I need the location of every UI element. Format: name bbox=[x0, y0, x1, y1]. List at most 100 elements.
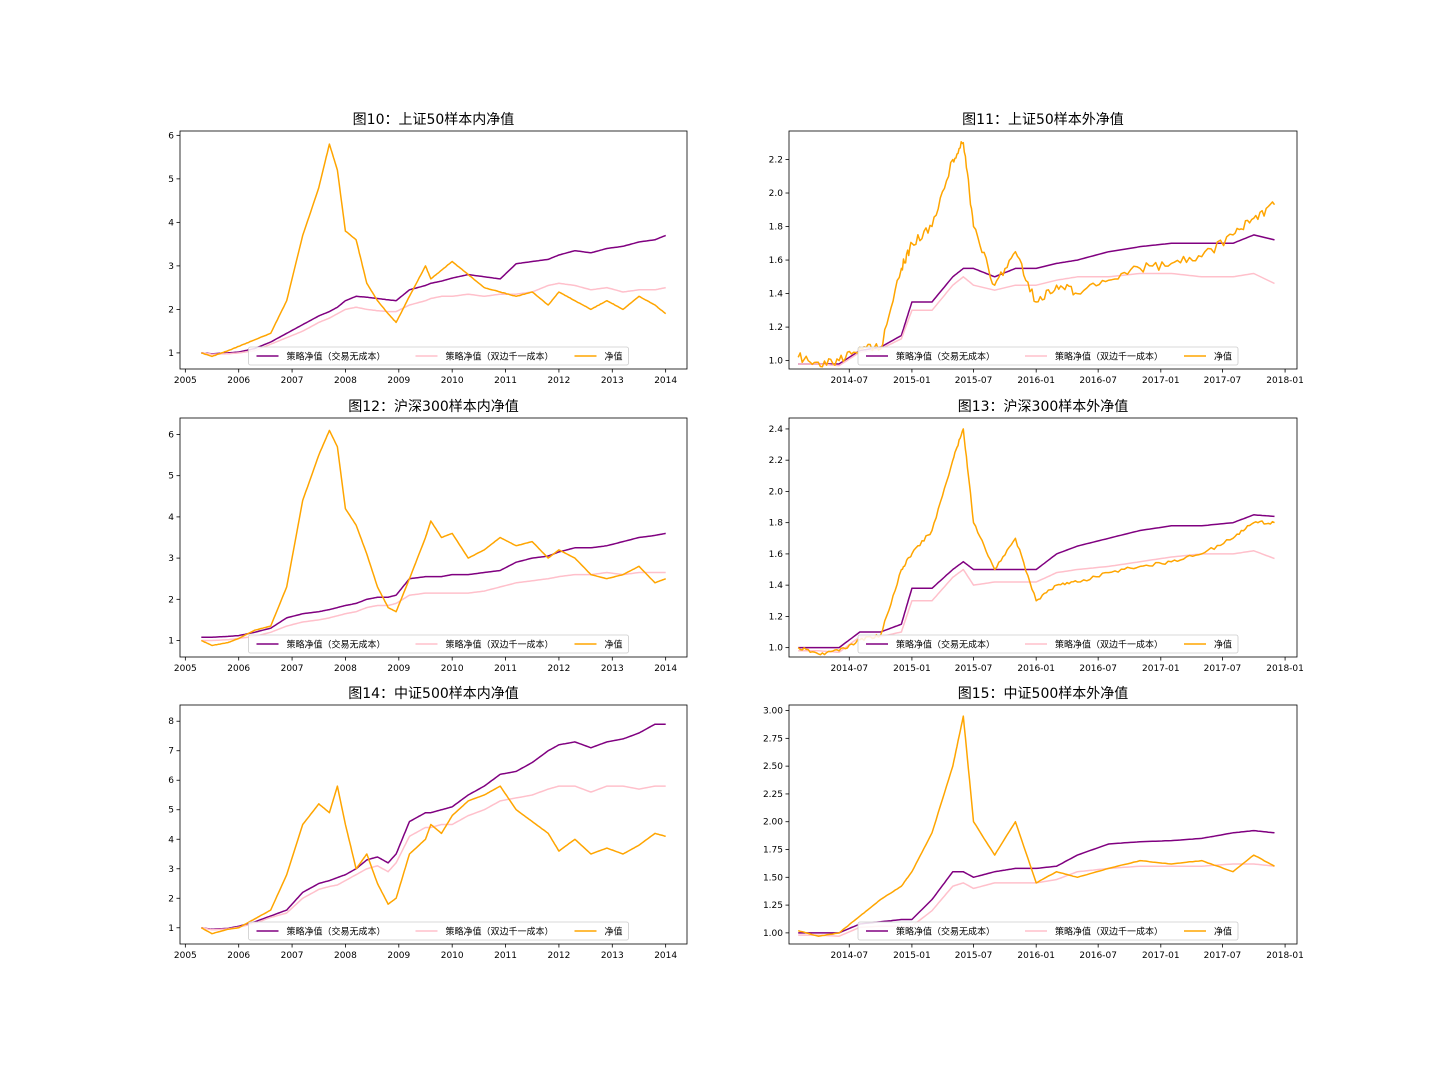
y-tick-label: 6 bbox=[168, 131, 174, 141]
y-tick-label: 1 bbox=[168, 924, 174, 934]
legend: 策略净值（交易无成本） 策略净值（双边千一成本） 净值 bbox=[248, 346, 629, 366]
y-tick-label: 2 bbox=[168, 894, 174, 904]
legend-label-3: 净值 bbox=[605, 351, 623, 363]
y-tick-label: 5 bbox=[168, 472, 174, 482]
x-tick-label: 2012 bbox=[547, 376, 570, 386]
y-tick-label: 2.50 bbox=[763, 762, 783, 772]
y-tick-label: 1.00 bbox=[763, 929, 783, 939]
x-tick-label: 2007 bbox=[281, 376, 304, 386]
legend: 策略净值（交易无成本） 策略净值（双边千一成本） 净值 bbox=[857, 921, 1239, 941]
y-tick-label: 6 bbox=[168, 776, 174, 786]
legend-box bbox=[857, 346, 1239, 366]
x-tick-label: 2007 bbox=[281, 951, 304, 961]
series-line-3 bbox=[200, 785, 666, 935]
x-tick-label: 2007 bbox=[281, 664, 304, 674]
series-line-2 bbox=[201, 282, 666, 355]
legend-box bbox=[248, 921, 629, 941]
legend-label-3: 净值 bbox=[1214, 926, 1232, 938]
y-tick-label: 2 bbox=[168, 305, 174, 315]
y-tick-label: 1.4 bbox=[769, 581, 784, 591]
x-tick-label: 2006 bbox=[227, 951, 250, 961]
chart-6: 图15：中证500样本外净值 1.00 1.25 1.50 1.75 2.00 2.25 2.… bbox=[763, 686, 1304, 961]
x-tick-label: 2005 bbox=[174, 951, 197, 961]
y-tick-label: 2.0 bbox=[769, 487, 784, 497]
x-tick-label: 2012 bbox=[547, 951, 570, 961]
legend-label-2: 策略净值（双边千一成本） bbox=[446, 926, 554, 938]
series-line-1 bbox=[201, 723, 666, 930]
y-tick-label: 1.0 bbox=[769, 644, 784, 654]
x-tick-label: 2017-07 bbox=[1204, 376, 1242, 386]
x-tick-label: 2006 bbox=[227, 376, 250, 386]
plot-frame bbox=[179, 704, 688, 945]
x-tick-label: 2008 bbox=[334, 951, 357, 961]
plot-frame bbox=[179, 130, 688, 370]
x-tick-label: 2008 bbox=[334, 664, 357, 674]
chart-title: 图11：上证50样本外净值 bbox=[962, 112, 1124, 128]
x-tick-label: 2008 bbox=[334, 376, 357, 386]
chart-3: 图12：沪深300样本内净值 1 2 3 4 5 6 2005 2006 2007 2008 2009… bbox=[168, 399, 688, 674]
y-tick-label: 1.50 bbox=[763, 873, 783, 883]
x-tick-label: 2013 bbox=[601, 664, 624, 674]
legend-label-1: 策略净值（交易无成本） bbox=[896, 926, 995, 938]
legend: 策略净值（交易无成本） 策略净值（双边千一成本） 净值 bbox=[248, 634, 629, 654]
x-tick-label: 2016-07 bbox=[1079, 951, 1117, 961]
legend-label-1: 策略净值（交易无成本） bbox=[896, 639, 995, 651]
x-tick-label: 2011 bbox=[494, 664, 517, 674]
x-tick-label: 2013 bbox=[601, 951, 624, 961]
legend-box bbox=[248, 634, 629, 654]
y-tick-label: 5 bbox=[168, 806, 174, 816]
y-tick-label: 1 bbox=[168, 637, 174, 647]
y-tick-label: 7 bbox=[168, 747, 174, 757]
y-tick-label: 2.00 bbox=[763, 818, 783, 828]
y-tick-label: 1.0 bbox=[769, 357, 784, 367]
x-tick-label: 2015-07 bbox=[955, 664, 993, 674]
x-tick-label: 2018-01 bbox=[1266, 951, 1304, 961]
legend-label-2: 策略净值（双边千一成本） bbox=[446, 639, 554, 651]
chart-title: 图13：沪深300样本外净值 bbox=[958, 399, 1129, 415]
x-tick-label: 2013 bbox=[601, 376, 624, 386]
y-tick-label: 1.25 bbox=[763, 901, 783, 911]
x-tick-label: 2017-01 bbox=[1142, 664, 1180, 674]
x-tick-label: 2014-07 bbox=[830, 951, 868, 961]
chart-5: 图14：中证500样本内净值 1 2 3 4 5 6 7 8 2005 2006 2007 2008 20… bbox=[168, 686, 688, 961]
x-tick-label: 2011 bbox=[494, 951, 517, 961]
x-tick-label: 2015-07 bbox=[955, 376, 993, 386]
x-tick-label: 2017-07 bbox=[1204, 664, 1242, 674]
x-tick-label: 2015-01 bbox=[893, 664, 931, 674]
x-tick-label: 2017-01 bbox=[1142, 376, 1180, 386]
x-tick-label: 2011 bbox=[494, 376, 517, 386]
y-tick-label: 1 bbox=[168, 349, 174, 359]
x-tick-label: 2015-07 bbox=[955, 951, 993, 961]
y-tick-label: 4 bbox=[168, 835, 174, 845]
y-tick-label: 8 bbox=[168, 717, 174, 727]
legend-box bbox=[248, 346, 629, 366]
series-line-2 bbox=[201, 785, 666, 931]
y-tick-label: 3 bbox=[168, 262, 174, 272]
legend-label-3: 净值 bbox=[1214, 639, 1232, 651]
plot-frame bbox=[788, 704, 1298, 945]
series-line-2 bbox=[201, 571, 666, 642]
x-tick-label: 2014-07 bbox=[830, 376, 868, 386]
legend: 策略净值（交易无成本） 策略净值（双边千一成本） 净值 bbox=[248, 921, 629, 941]
legend-label-1: 策略净值（交易无成本） bbox=[287, 639, 386, 651]
x-tick-label: 2014 bbox=[654, 951, 677, 961]
y-tick-label: 4 bbox=[168, 513, 174, 523]
y-tick-label: 2.0 bbox=[769, 189, 784, 199]
x-tick-label: 2015-01 bbox=[893, 951, 931, 961]
y-tick-label: 2.75 bbox=[763, 734, 783, 744]
x-tick-label: 2005 bbox=[174, 664, 197, 674]
y-tick-label: 1.8 bbox=[769, 223, 784, 233]
x-tick-label: 2017-07 bbox=[1204, 951, 1242, 961]
y-tick-label: 3 bbox=[168, 865, 174, 875]
chart-title: 图10：上证50样本内净值 bbox=[353, 112, 515, 128]
series-line-3 bbox=[797, 715, 1275, 937]
y-tick-label: 3 bbox=[168, 554, 174, 564]
y-tick-label: 2.4 bbox=[769, 425, 784, 435]
legend: 策略净值（交易无成本） 策略净值（双边千一成本） 净值 bbox=[857, 634, 1239, 654]
x-tick-label: 2014-07 bbox=[830, 664, 868, 674]
y-tick-label: 2 bbox=[168, 595, 174, 605]
chart-title: 图14：中证500样本内净值 bbox=[348, 686, 519, 702]
x-tick-label: 2009 bbox=[387, 951, 410, 961]
x-tick-label: 2010 bbox=[441, 664, 464, 674]
legend: 策略净值（交易无成本） 策略净值（双边千一成本） 净值 bbox=[857, 346, 1239, 366]
